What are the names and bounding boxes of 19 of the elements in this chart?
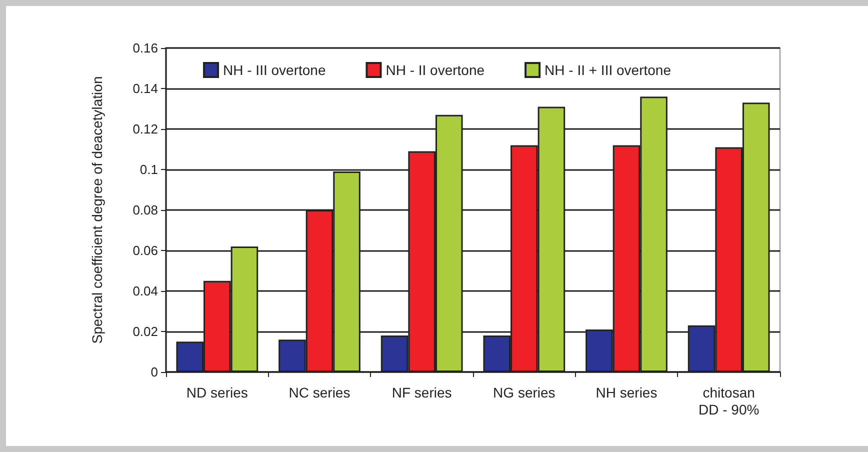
y-tick-label: 0.12 (132, 122, 158, 136)
legend-label: NH - II + III overtone (544, 62, 672, 78)
x-tick-label: NG series (493, 384, 556, 400)
x-tick-label: NH series (596, 384, 658, 400)
legend-label: NH - III overtone (223, 62, 326, 78)
y-tick-label: 0.1 (140, 162, 158, 177)
x-tick-label: NC series (288, 384, 350, 400)
y-tick-label: 0.06 (132, 243, 158, 258)
y-tick-label: 0.02 (132, 324, 158, 339)
y-tick-label: 0.14 (132, 81, 158, 96)
y-tick-label: 0.08 (132, 202, 158, 218)
y-tick-label: 0 (150, 364, 158, 380)
y-tick-label: 0.16 (132, 40, 158, 56)
x-tick-label: NF series (392, 384, 452, 400)
x-tick-label: ND series (186, 384, 248, 400)
x-tick-label: chitosan DD - 90% (698, 384, 760, 418)
y-axis-title: Spectral coefficient degree of deacetylation (89, 76, 105, 344)
legend-label: NH - II overtone (386, 62, 485, 78)
y-tick-label: 0.04 (132, 284, 158, 298)
